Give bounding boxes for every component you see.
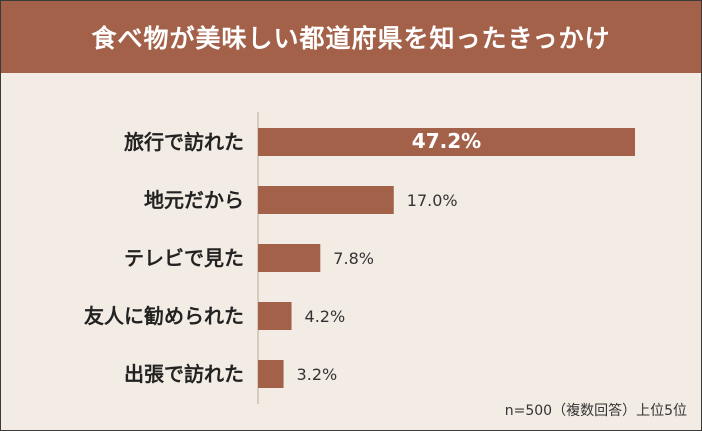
- bar: [258, 360, 284, 388]
- value-label: 4.2%: [305, 307, 346, 326]
- value-label: 7.8%: [333, 249, 374, 268]
- chart-title: 食べ物が美味しい都道府県を知ったきっかけ: [91, 24, 611, 53]
- bar: [258, 302, 292, 330]
- bar: [258, 128, 635, 156]
- sample-note: n=500（複数回答）上位5位: [504, 403, 687, 419]
- value-label: 47.2%: [412, 129, 481, 153]
- title-bar: 食べ物が美味しい都道府県を知ったきっかけ: [1, 1, 701, 73]
- bar: [258, 186, 394, 214]
- category-label: 地元だから: [144, 188, 244, 212]
- category-label: 友人に勧められた: [84, 304, 244, 328]
- bar: [258, 244, 321, 272]
- category-label: 出張で訪れた: [124, 362, 244, 386]
- value-label: 3.2%: [297, 365, 338, 384]
- value-label: 17.0%: [407, 191, 458, 210]
- category-label: テレビで見た: [124, 246, 244, 270]
- category-label: 旅行で訪れた: [124, 130, 244, 154]
